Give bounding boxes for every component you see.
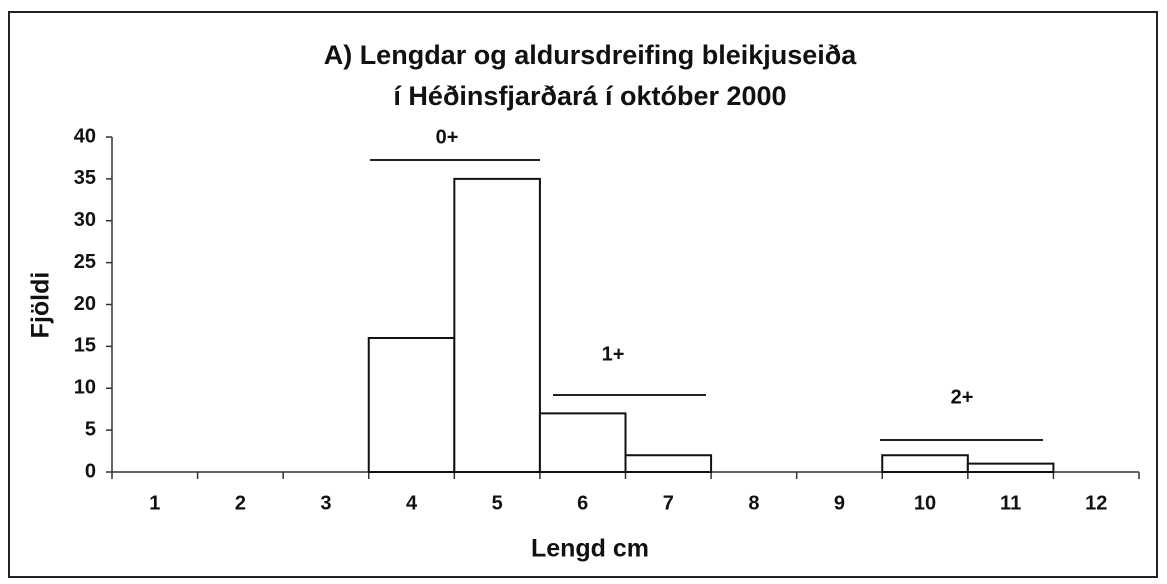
annotation: 0+ (436, 126, 459, 148)
x-tick-label: 5 (492, 492, 503, 514)
y-axis-label: Fjöldi (27, 272, 55, 339)
y-tick-label: 35 (74, 167, 96, 189)
annotation: 1+ (602, 343, 625, 365)
x-tick-label: 7 (663, 492, 674, 514)
x-axis-label: Lengd cm (531, 535, 649, 563)
x-tick-label: 1 (149, 492, 160, 514)
chart-title: í Héðinsfjarðará í október 2000 (393, 81, 786, 111)
y-tick-label: 25 (74, 251, 96, 273)
bar (624, 454, 713, 473)
x-tick-label: 8 (748, 492, 759, 514)
chart-frame (8, 11, 1158, 578)
bar (966, 462, 1055, 473)
y-tick-label: 15 (74, 335, 96, 357)
y-tick-label: 30 (74, 209, 96, 231)
y-tick-label: 20 (74, 293, 96, 315)
bar (538, 412, 627, 473)
x-tick-label: 9 (834, 492, 845, 514)
x-tick-label: 12 (1085, 492, 1107, 514)
y-tick-label: 0 (85, 460, 96, 482)
chart-title: A) Lengdar og aldursdreifing bleikjuseið… (324, 40, 858, 70)
x-tick-label: 6 (577, 492, 588, 514)
y-tick-label: 40 (74, 125, 96, 147)
x-tick-label: 2 (235, 492, 246, 514)
bar (367, 337, 456, 473)
y-tick-label: 5 (85, 418, 96, 440)
x-tick-label: 4 (406, 492, 418, 514)
annotation: 2+ (951, 386, 974, 408)
y-tick-label: 10 (74, 377, 96, 399)
x-tick-label: 3 (320, 492, 331, 514)
bar (881, 454, 969, 473)
bar (453, 177, 541, 473)
x-tick-label: 11 (1000, 492, 1021, 514)
x-tick-label: 10 (914, 492, 936, 514)
